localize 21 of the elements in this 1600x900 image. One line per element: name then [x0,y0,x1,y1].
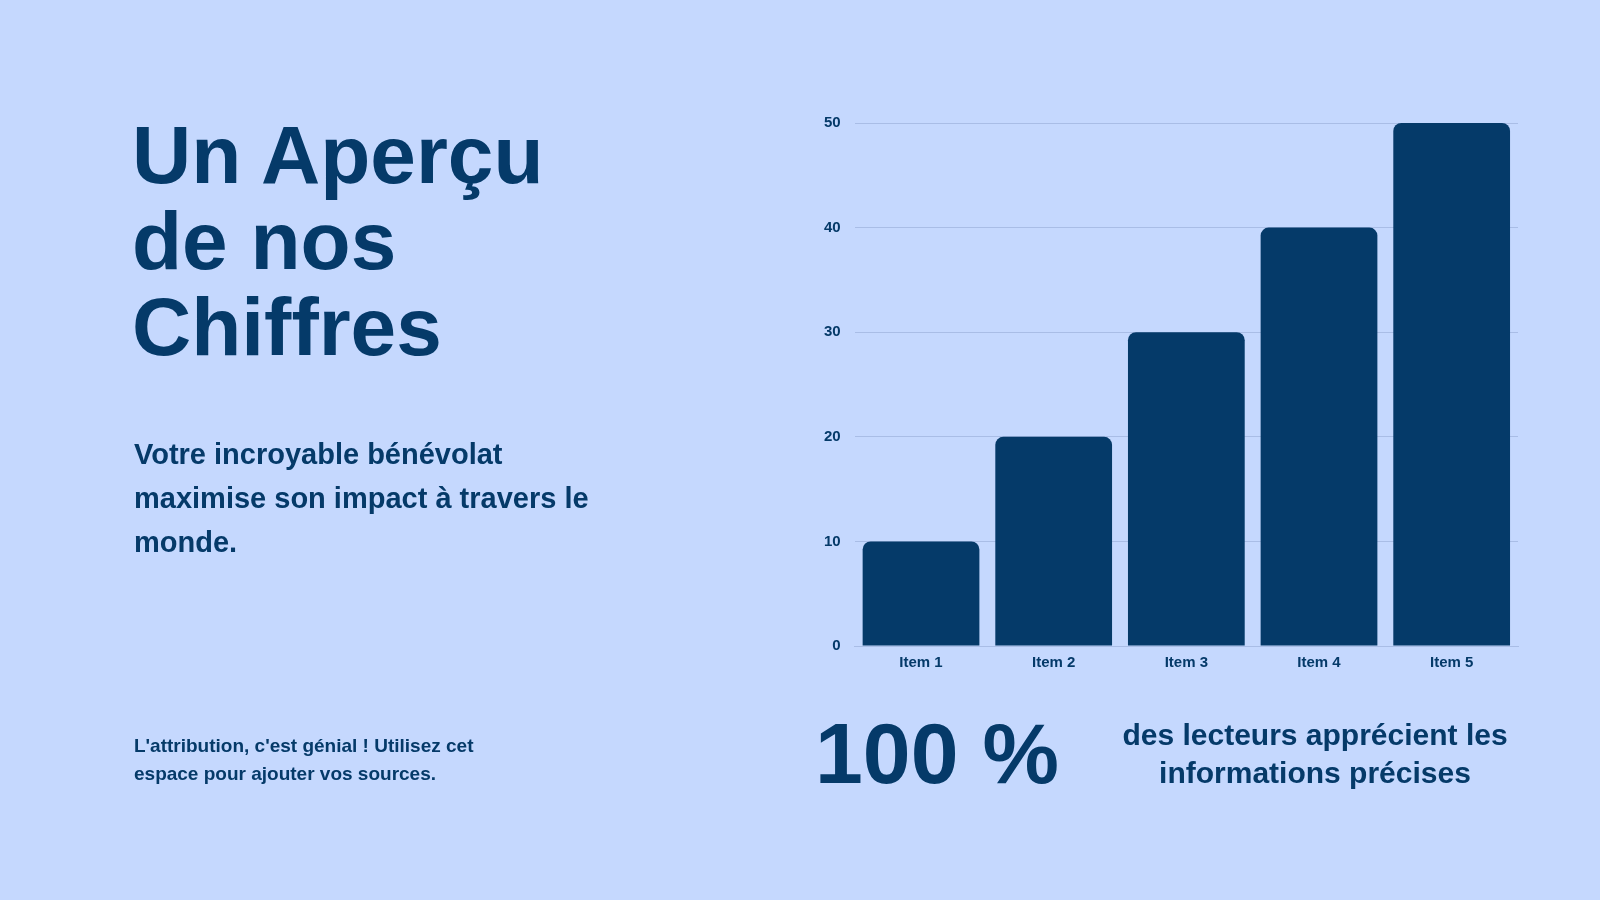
y-tick-label: 50 [824,113,841,131]
bar [862,541,980,646]
text: des lecteurs apprécient les informations précises [1121,717,1509,791]
x-tick-label: Item 4 [1297,653,1342,671]
text: Un Aperçu de nos Chiffres [132,109,545,372]
y-tick-label: 0 [832,636,841,654]
y-tick-label: 10 [824,531,841,549]
x-tick-label: Item 3 [1164,653,1209,671]
x-tick-label: Item 1 [899,653,943,671]
bar [995,436,1113,646]
text: 100 % [815,705,1059,801]
y-tick-label: 20 [824,426,841,444]
bar [1127,332,1245,646]
text: L'attribution, c'est génial ! Utilisez cet espace pour ajouter vos sources. [134,734,475,786]
y-tick-label: 40 [824,217,841,235]
x-tick-label: Item 2 [1032,653,1076,671]
bar [1393,123,1511,646]
x-tick-label: Item 5 [1429,653,1474,671]
text: Votre incroyable bénévolat maximise son impact à travers le monde. [134,437,590,560]
bar [1260,227,1378,646]
y-tick-label: 30 [824,322,841,340]
